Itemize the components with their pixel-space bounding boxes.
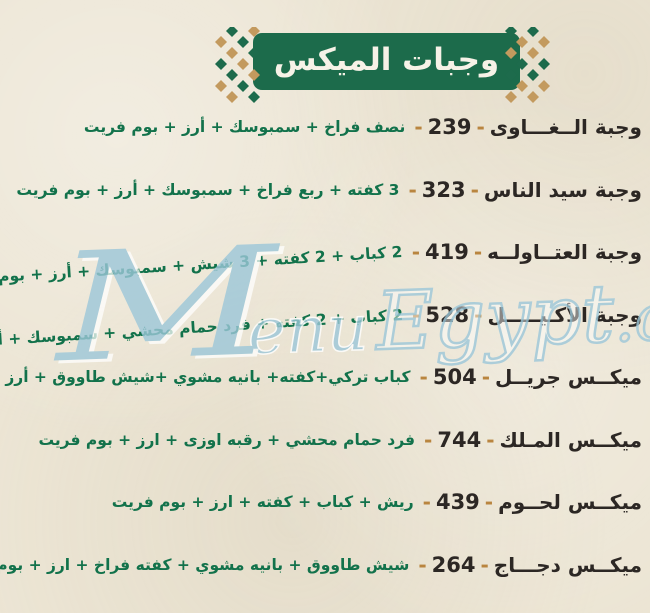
separator-dash: - [484, 490, 494, 515]
menu-item-row: ميكــس جريــل - 504 - كباب تركي+كفته+ با… [0, 346, 650, 409]
item-description: فرد حمام محشي + رقبه اوزى + ارز + بوم فر… [38, 430, 416, 449]
item-name: ميكــس المـلك [499, 427, 642, 452]
menu-item-row: ميكــس المـلك - 744 - فرد حمام محشي + رق… [0, 409, 650, 472]
item-price: 419 [425, 240, 469, 265]
separator-dash: - [486, 427, 495, 452]
menu-item-row: ميكــس لحــوم - 439 - ريش + كباب + كفته … [0, 471, 650, 534]
page-title: وجبات الميكس [273, 41, 500, 78]
item-name: وجبة الــغـــاوى [489, 115, 642, 140]
item-description: 3 كفته + ربع فراخ + سمبوسك + أرز + بوم ف… [16, 180, 400, 199]
separator-dash: - [480, 552, 489, 577]
menu-list: وجبة الــغـــاوى - 239 - نصف فراخ + سمبو… [0, 96, 650, 596]
item-description: ريش + كباب + كفته + ارز + بوم فريت [111, 493, 414, 512]
separator-dash: - [470, 177, 479, 202]
menu-item-row: وجبة العتــاولــه - 419 - 2 كباب + 2 كفت… [0, 221, 650, 289]
separator-dash: - [411, 240, 420, 265]
menu-item-row: ميكــس دجـــاج - 264 - شيش طاووق + بانيه… [0, 534, 650, 597]
item-description: نصف فراخ + سمبوسك + أرز + بوم فريت [83, 118, 406, 137]
separator-dash: - [476, 115, 485, 140]
item-name: وجبة العتــاولــه [487, 240, 642, 265]
item-name: وجبة سيد الناس [483, 177, 642, 202]
separator-dash: - [414, 115, 423, 140]
item-price: 239 [427, 115, 472, 140]
header-banner: وجبات الميكس [253, 33, 520, 90]
item-price: 323 [421, 177, 466, 202]
item-price: 264 [431, 552, 476, 577]
item-price: 528 [425, 302, 470, 327]
separator-dash: - [473, 240, 483, 265]
item-name: وجبة الأكـيـــــل [487, 302, 642, 327]
menu-item-row: وجبة الأكـيـــــل - 528 - 2 كباب + 2 كفت… [0, 284, 650, 356]
separator-dash: - [418, 552, 427, 577]
separator-dash: - [481, 365, 491, 390]
separator-dash: - [424, 427, 433, 452]
item-description: 2 كباب + 2 كفته + 3 شيش + سمبوسك + أرز +… [0, 243, 404, 289]
diamond-ornament-left-icon [215, 27, 260, 103]
item-name: ميكــس دجـــاج [493, 552, 642, 577]
separator-dash: - [474, 302, 483, 327]
item-price: 439 [435, 490, 480, 515]
menu-item-row: وجبة الــغـــاوى - 239 - نصف فراخ + سمبو… [0, 96, 650, 159]
item-name: ميكــس جريــل [495, 365, 642, 390]
separator-dash: - [412, 302, 421, 327]
separator-dash: - [408, 177, 417, 202]
item-description: كباب تركي+كفته+ بانيه مشوي +شيش طاووق + … [0, 368, 411, 387]
item-description: شيش طاووق + بانيه مشوي + كفته فراخ + ارز… [0, 555, 410, 574]
separator-dash: - [419, 365, 428, 390]
separator-dash: - [422, 490, 431, 515]
item-price: 504 [432, 365, 477, 390]
item-price: 744 [437, 427, 482, 452]
item-name: ميكــس لحــوم [498, 490, 642, 515]
menu-item-row: وجبة سيد الناس - 323 - 3 كفته + ربع فراخ… [0, 159, 650, 222]
diamond-ornament-right-icon [505, 27, 550, 103]
